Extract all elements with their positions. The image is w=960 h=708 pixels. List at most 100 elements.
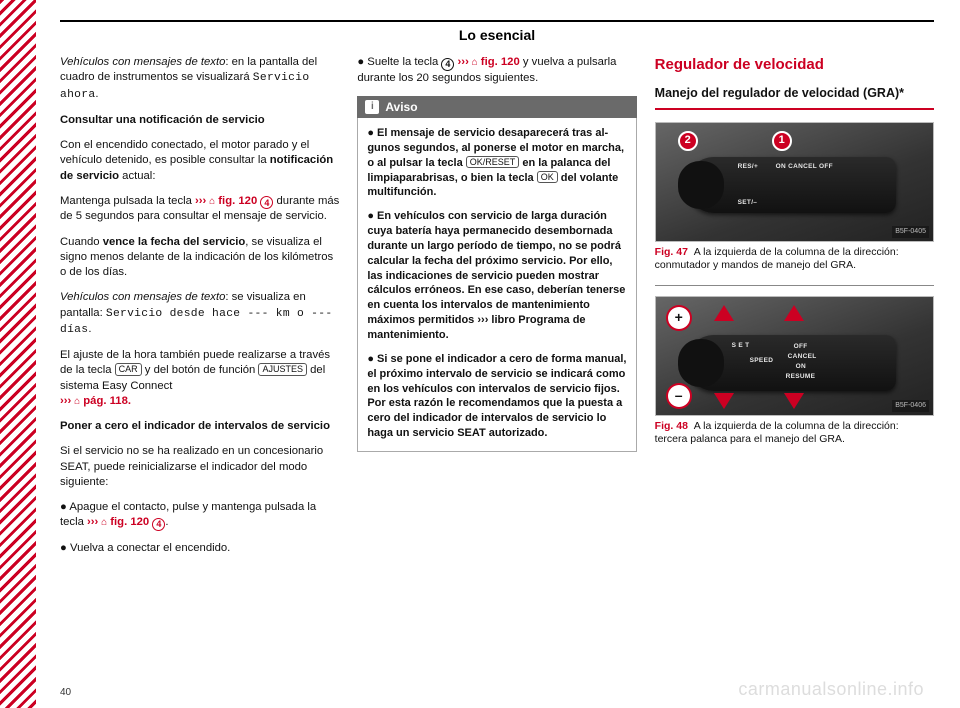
text-italic: Vehículos con mensajes de texto: [60, 291, 225, 303]
text: Si se pone el indicador a cero de forma …: [367, 353, 626, 439]
figure-48: S E T SPEED OFF CANCEL ON RESUME + – B5F…: [655, 296, 934, 416]
para: Vehículos con mensajes de texto: en la p…: [60, 55, 339, 103]
key-car: CAR: [115, 363, 142, 376]
ref-arrows: ›››: [195, 195, 206, 207]
figure-code: B5F-0406: [892, 400, 929, 411]
arrow-down-icon: [784, 393, 804, 409]
label-speed: SPEED: [750, 357, 774, 366]
arrow-up-icon: [784, 305, 804, 321]
label-set: SET/–: [738, 199, 758, 208]
text: y del botón de función: [142, 364, 259, 376]
key-ok: OK: [537, 171, 558, 184]
heading-manejo: Manejo del regulador de velocidad (GRA)*: [655, 85, 934, 101]
para: Con el encendido conectado, el motor par…: [60, 138, 339, 184]
fig-ref: fig. 120: [478, 56, 520, 68]
ref-arrows: ›››: [87, 516, 98, 528]
key-ajustes: AJUSTES: [258, 363, 307, 376]
book-icon: ⌂: [71, 396, 80, 407]
label-on: ON: [796, 363, 806, 372]
circled-number: 4: [152, 518, 165, 531]
ref-arrows: ›››: [60, 395, 71, 407]
text: .: [88, 323, 91, 335]
text: En vehículos con servicio de larga durac…: [367, 210, 625, 326]
callout-item: ● Si se pone el indicador a cero de form…: [367, 352, 626, 441]
para: Cuando vence la fecha del servicio, se v…: [60, 235, 339, 281]
list-item: ● Apague el contacto, pulse y mantenga p…: [60, 500, 339, 531]
three-column-layout: Vehículos con mensajes de texto: en la p…: [60, 55, 934, 566]
minus-badge: –: [668, 385, 690, 407]
figure-number: Fig. 48: [655, 420, 688, 432]
text-italic: Vehículos con mensajes de texto: [60, 56, 225, 68]
badge-1: 1: [772, 131, 792, 151]
book-icon: ⌂: [98, 517, 107, 528]
callout-item: ● En vehículos con servicio de larga dur…: [367, 209, 626, 343]
para: Si el servicio no se ha realizado en un …: [60, 444, 339, 490]
para: Mantenga pulsada la tecla ››› ⌂ fig. 120…: [60, 194, 339, 225]
text: Mantenga pulsada la tecla: [60, 195, 195, 207]
column-2: ● Suelte la tecla 4 ››› ⌂ fig. 120 y vue…: [357, 55, 636, 566]
fig-ref: fig. 120: [215, 195, 260, 207]
subheading: Consultar una notificación de servicio: [60, 113, 339, 128]
label-resume: RESUME: [786, 373, 816, 382]
text: .: [95, 88, 98, 100]
label-set: S E T: [732, 343, 750, 350]
fig-ref: fig. 120: [107, 516, 152, 528]
para: El ajuste de la hora también puede reali…: [60, 348, 339, 409]
column-1: Vehículos con mensajes de texto: en la p…: [60, 55, 339, 566]
label-on-cancel-off: ON CANCEL OFF: [776, 163, 833, 172]
list-item: ● Suelte la tecla 4 ››› ⌂ fig. 120 y vue…: [357, 55, 636, 86]
column-3: Regulador de velocidad Manejo del regula…: [655, 55, 934, 566]
steering-lever: RES/+ ON CANCEL OFF SET/–: [686, 157, 896, 213]
figure-number: Fig. 47: [655, 246, 688, 258]
label-cancel: CANCEL: [788, 353, 817, 362]
figure-48-caption: Fig. 48 A la izquierda de la columna de …: [655, 420, 934, 447]
caption-text: A la izquierda de la columna de la di­re…: [655, 420, 899, 446]
steering-lever: S E T SPEED OFF CANCEL ON RESUME: [686, 335, 896, 391]
arrow-up-icon: [714, 305, 734, 321]
text: .: [446, 329, 449, 341]
lever-tip: [678, 339, 724, 387]
caption-rule: [655, 285, 934, 286]
plus-badge: +: [668, 307, 690, 329]
caption-text: A la izquierda de la columna de la di­re…: [655, 246, 899, 272]
text: Suelte la tecla: [367, 56, 441, 68]
red-rule: [655, 108, 934, 110]
callout-title: Aviso: [385, 99, 417, 115]
page-content: Lo esencial Vehículos con mensajes de te…: [60, 20, 934, 688]
page-edge-stripes: [0, 0, 36, 708]
label-off: OFF: [794, 343, 808, 352]
label-res: RES/+: [738, 163, 758, 172]
list-item: ● Vuelva a conectar el encendido.: [60, 541, 339, 556]
callout-item: ● El mensaje de servicio desaparecerá tr…: [367, 126, 626, 200]
text: Vuelva a conectar el encendido.: [70, 542, 230, 554]
circled-number: 4: [441, 58, 454, 71]
text-bold: vence la fecha del servicio: [103, 236, 246, 248]
para: Vehículos con mensajes de texto: se visu…: [60, 290, 339, 338]
text: .: [165, 516, 168, 528]
figure-code: B5F-0405: [892, 226, 929, 237]
lever-tip: [678, 161, 724, 209]
key-ok-reset: OK/RESET: [466, 156, 520, 169]
manual-page: Lo esencial Vehículos con mensajes de te…: [0, 0, 960, 708]
page-ref: pág. 118.: [80, 395, 131, 407]
book-icon: ⌂: [206, 196, 215, 207]
header-rule: [60, 20, 934, 22]
callout-header: i Aviso: [357, 96, 636, 118]
callout-body: ● El mensaje de servicio desaparecerá tr…: [357, 118, 636, 452]
info-icon: i: [365, 100, 379, 114]
text: Cuando: [60, 236, 103, 248]
figure-47: RES/+ ON CANCEL OFF SET/– 2 1 B5F-0405: [655, 122, 934, 242]
circled-number: 4: [260, 196, 273, 209]
section-title: Lo esencial: [60, 25, 934, 55]
figure-47-caption: Fig. 47 A la izquierda de la columna de …: [655, 246, 934, 273]
badge-2: 2: [678, 131, 698, 151]
text: actual:: [119, 170, 155, 182]
ref-arrows: ›››: [454, 56, 468, 68]
page-number: 40: [60, 687, 71, 698]
arrow-down-icon: [714, 393, 734, 409]
watermark: carmanualsonline.info: [738, 679, 924, 700]
heading-regulador: Regulador de velocidad: [655, 55, 934, 75]
subheading: Poner a cero el indicador de intervalos …: [60, 419, 339, 434]
book-icon: ⌂: [469, 57, 478, 68]
aviso-callout: i Aviso ● El mensaje de servicio desapar…: [357, 96, 636, 452]
